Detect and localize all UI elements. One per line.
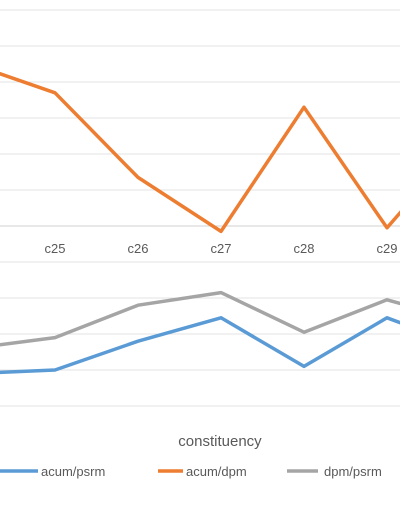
series-line-acum-dpm <box>0 71 400 234</box>
series-line-dpm-psrm <box>0 290 400 347</box>
x-tick-label: c27 <box>211 241 232 256</box>
x-tick-label: c26 <box>128 241 149 256</box>
legend-label: acum/dpm <box>186 464 247 479</box>
x-tick-label: c29 <box>377 241 398 256</box>
series-line-acum-psrm <box>0 316 400 375</box>
legend-label: dpm/psrm <box>324 464 382 479</box>
x-axis-title: constituency <box>178 433 262 450</box>
legend-label: acum/psrm <box>41 464 105 479</box>
legend: acum/psrm acum/dpm dpm/psrm <box>0 464 382 479</box>
x-tick-label: c28 <box>294 241 315 256</box>
series-lines <box>0 71 400 375</box>
x-tick-label: c25 <box>45 241 66 256</box>
category-ticks: c24c25c26c27c28c29c30 <box>45 241 398 256</box>
